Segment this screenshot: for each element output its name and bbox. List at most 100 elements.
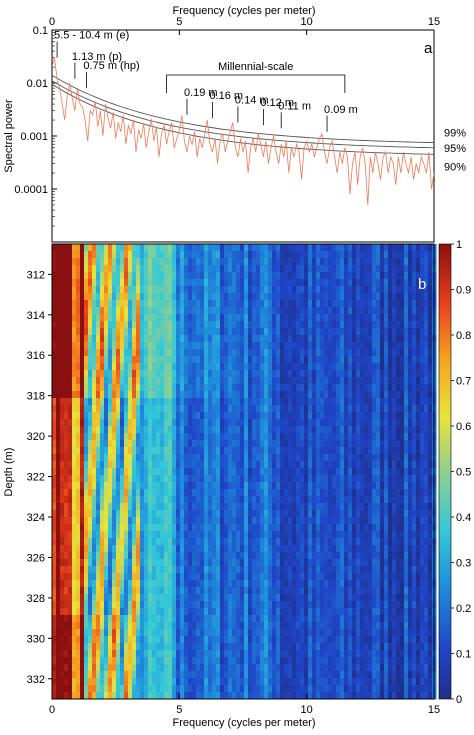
heatmap-cell bbox=[348, 356, 353, 364]
heatmap-cell bbox=[260, 447, 265, 455]
heatmap-cell bbox=[76, 573, 81, 581]
heatmap-cell bbox=[148, 419, 153, 427]
heatmap-cell bbox=[312, 461, 317, 469]
heatmap-cell bbox=[212, 286, 217, 294]
heatmap-cell bbox=[396, 580, 401, 588]
heatmap-cell bbox=[96, 454, 101, 462]
heatmap-cell bbox=[304, 251, 309, 259]
heatmap-cell bbox=[112, 587, 117, 595]
heatmap-cell bbox=[392, 489, 397, 497]
heatmap-cell bbox=[200, 412, 205, 420]
heatmap-cell bbox=[136, 517, 141, 525]
heatmap-cell bbox=[428, 510, 433, 518]
heatmap-cell bbox=[116, 356, 121, 364]
heatmap-cell bbox=[304, 433, 309, 441]
heatmap-cell bbox=[416, 440, 421, 448]
heatmap-cell bbox=[280, 419, 285, 427]
heatmap-cell bbox=[180, 384, 185, 392]
heatmap-cell bbox=[412, 517, 417, 525]
heatmap-cell bbox=[208, 580, 213, 588]
heatmap-cell bbox=[92, 356, 97, 364]
heatmap-cell bbox=[356, 398, 361, 406]
heatmap-cell bbox=[84, 419, 89, 427]
heatmap-cell bbox=[416, 384, 421, 392]
heatmap-cell bbox=[312, 258, 317, 266]
heatmap-cell bbox=[92, 286, 97, 294]
heatmap-cell bbox=[252, 587, 257, 595]
heatmap-cell bbox=[200, 419, 205, 427]
heatmap-cell bbox=[176, 517, 181, 525]
heatmap-cell bbox=[60, 433, 65, 441]
heatmap-cell bbox=[308, 244, 313, 252]
panel-a: Frequency (cycles per meter) Spectral po… bbox=[3, 5, 466, 243]
heatmap-cell bbox=[112, 454, 117, 462]
heatmap-cell bbox=[416, 300, 421, 308]
heatmap-cell bbox=[212, 349, 217, 357]
heatmap-cell bbox=[400, 482, 405, 490]
heatmap-cell bbox=[352, 559, 357, 567]
heatmap-cell bbox=[88, 370, 93, 378]
heatmap-cell bbox=[364, 251, 369, 259]
heatmap-cell bbox=[256, 566, 261, 574]
heatmap-cell bbox=[364, 412, 369, 420]
heatmap-cell bbox=[368, 552, 373, 560]
heatmap-cell bbox=[356, 279, 361, 287]
heatmap-cell bbox=[192, 307, 197, 315]
heatmap-cell bbox=[360, 335, 365, 343]
heatmap-cell bbox=[216, 307, 221, 315]
heatmap-cell bbox=[160, 454, 165, 462]
heatmap-cell bbox=[184, 545, 189, 553]
heatmap-cell bbox=[276, 412, 281, 420]
heatmap-cell bbox=[332, 461, 337, 469]
heatmap-cell bbox=[340, 545, 345, 553]
heatmap-cell bbox=[216, 300, 221, 308]
heatmap-cell bbox=[264, 545, 269, 553]
heatmap-cell bbox=[132, 489, 137, 497]
heatmap-cell bbox=[232, 307, 237, 315]
heatmap-cell bbox=[268, 433, 273, 441]
heatmap-cell bbox=[136, 510, 141, 518]
heatmap-cell bbox=[376, 335, 381, 343]
heatmap-cell bbox=[60, 545, 65, 553]
heatmap-cell bbox=[212, 573, 217, 581]
heatmap-cell bbox=[192, 587, 197, 595]
heatmap-cell bbox=[312, 328, 317, 336]
heatmap-cell bbox=[292, 293, 297, 301]
heatmap-cell bbox=[296, 398, 301, 406]
heatmap-cell bbox=[172, 363, 177, 371]
heatmap-cell bbox=[424, 503, 429, 511]
heatmap-cell bbox=[408, 251, 413, 259]
heatmap-cell bbox=[280, 496, 285, 504]
heatmap-cell bbox=[364, 468, 369, 476]
heatmap-cell bbox=[124, 300, 129, 308]
heatmap-cell bbox=[248, 398, 253, 406]
heatmap-cell bbox=[296, 251, 301, 259]
heatmap-cell bbox=[156, 321, 161, 329]
heatmap-cell bbox=[308, 370, 313, 378]
heatmap-cell bbox=[88, 244, 93, 252]
heatmap-cell bbox=[248, 559, 253, 567]
heatmap-cell bbox=[216, 370, 221, 378]
heatmap-cell bbox=[52, 398, 57, 406]
heatmap-cell bbox=[292, 489, 297, 497]
heatmap-cell bbox=[204, 272, 209, 280]
heatmap-cell bbox=[240, 517, 245, 525]
heatmap-cell bbox=[300, 363, 305, 371]
heatmap-cell bbox=[140, 314, 145, 322]
heatmap-cell bbox=[396, 356, 401, 364]
heatmap-cell bbox=[52, 531, 57, 539]
heatmap-cell bbox=[288, 307, 293, 315]
heatmap-cell bbox=[144, 244, 149, 252]
heatmap-cell bbox=[392, 335, 397, 343]
heatmap-cell bbox=[324, 356, 329, 364]
heatmap-cell bbox=[128, 496, 133, 504]
heatmap-cell bbox=[104, 405, 109, 413]
heatmap-cell bbox=[64, 300, 69, 308]
heatmap-cell bbox=[88, 559, 93, 567]
heatmap-cell bbox=[228, 335, 233, 343]
heatmap-cell bbox=[272, 258, 277, 266]
heatmap-cell bbox=[56, 349, 61, 357]
heatmap-cell bbox=[236, 279, 241, 287]
heatmap-cell bbox=[100, 580, 105, 588]
heatmap-cell bbox=[352, 531, 357, 539]
